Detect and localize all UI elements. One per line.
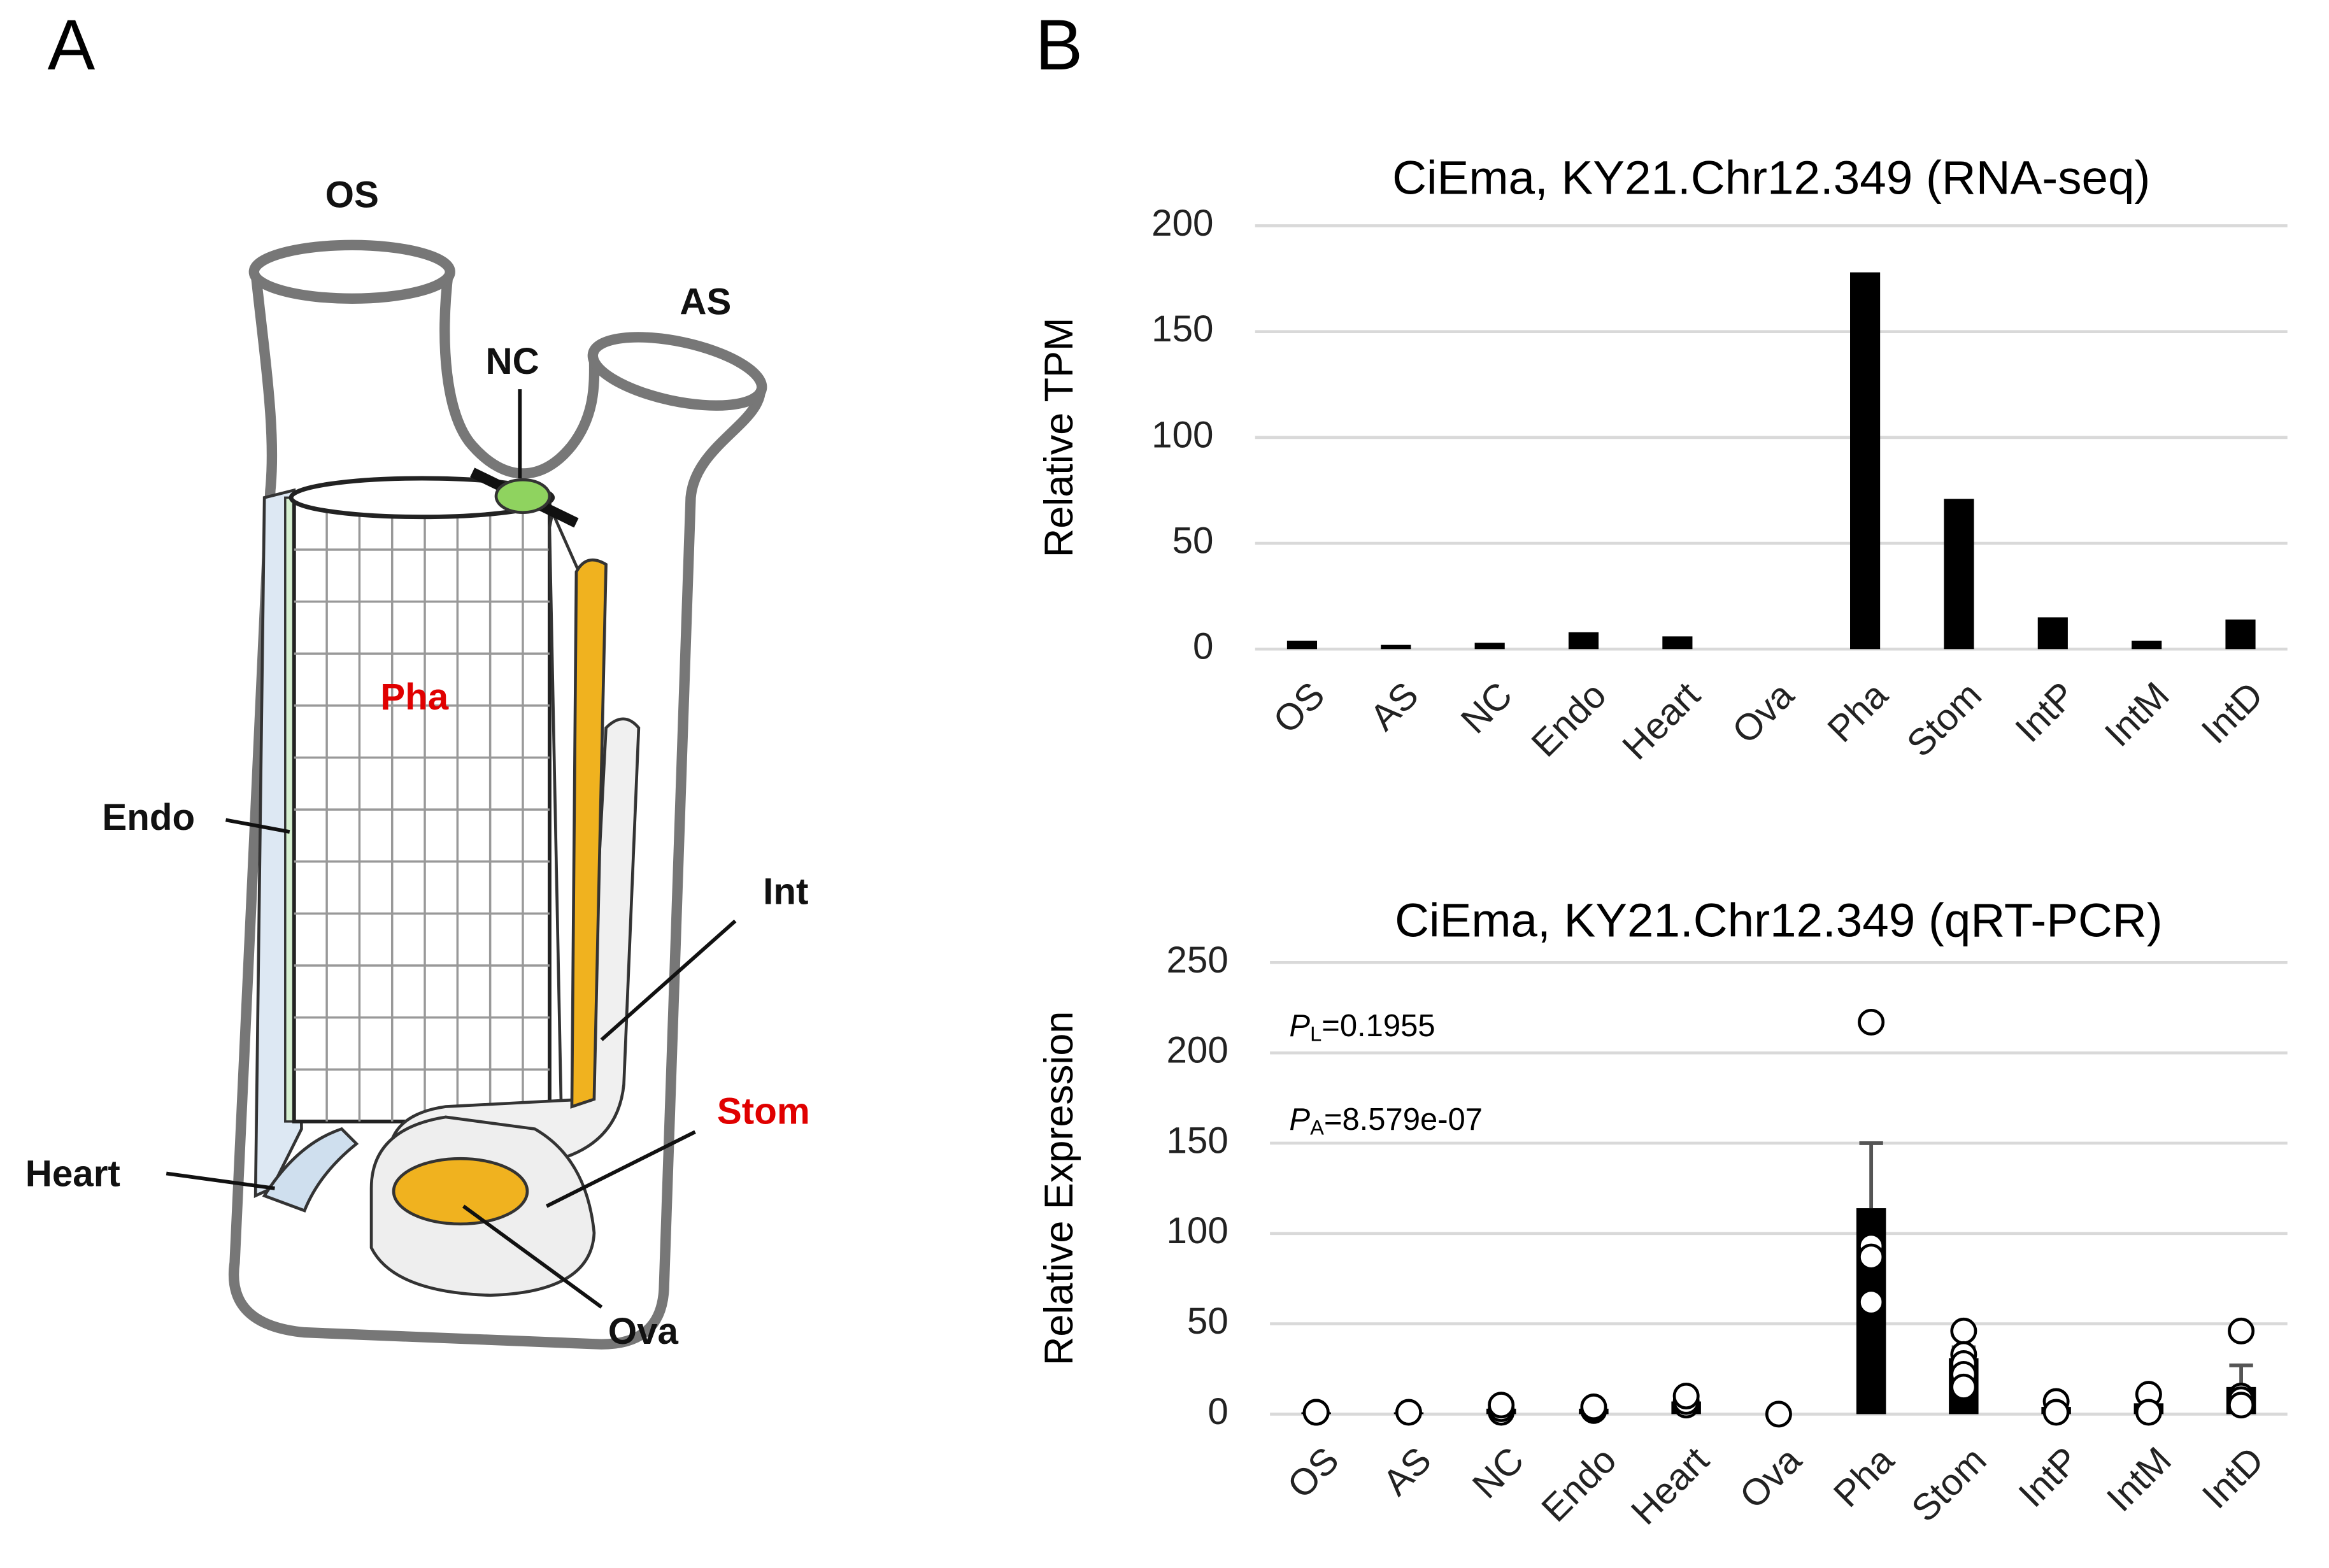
y-tick-label: 150: [1151, 308, 1213, 350]
data-point: [1858, 1288, 1885, 1316]
bar: [2225, 619, 2256, 650]
bar: [1381, 645, 1411, 650]
diagram-label: Stom: [717, 1091, 810, 1132]
panel-label: B: [1036, 5, 1083, 85]
y-tick-label: 100: [1167, 1210, 1229, 1251]
bar: [2132, 640, 2162, 650]
pharynx-top: [288, 476, 555, 520]
y-tick-label: 50: [1187, 1301, 1229, 1342]
data-point: [1302, 1399, 1330, 1426]
diagram-label: NC: [486, 341, 539, 382]
heart: [262, 1127, 359, 1213]
x-tick-label: Ova: [1732, 1439, 1809, 1516]
y-tick-label: 0: [1207, 1391, 1228, 1432]
ovary: [392, 1157, 529, 1226]
x-tick-label: OS: [1279, 1439, 1347, 1507]
bar: [1850, 272, 1881, 650]
y-tick-label: 50: [1172, 520, 1214, 561]
annotation: PL=0.1955: [1289, 1009, 1435, 1045]
annotation: PA=8.579e-07: [1289, 1102, 1483, 1139]
x-tick-label: IntM: [2097, 674, 2177, 755]
data-point: [2135, 1399, 2162, 1426]
x-tick-label: AS: [1375, 1439, 1439, 1504]
panel-label: A: [48, 5, 96, 85]
x-tick-label: IntP: [2007, 674, 2083, 750]
leader-line: [166, 1171, 275, 1190]
y-tick-label: 0: [1193, 626, 1213, 667]
leader-line: [225, 818, 290, 834]
neural-complex: [494, 478, 552, 514]
x-tick-label: AS: [1362, 674, 1427, 739]
x-tick-label: Endo: [1534, 1439, 1624, 1530]
bar: [1286, 640, 1318, 650]
x-tick-label: Stom: [1899, 674, 1990, 765]
x-tick-label: OS: [1265, 674, 1333, 742]
diagram-label: Ova: [608, 1311, 679, 1352]
x-tick-label: Pha: [1820, 674, 1896, 750]
diagram-label: Endo: [102, 797, 195, 838]
y-tick-label: 200: [1167, 1030, 1229, 1071]
bar: [1944, 499, 1974, 650]
leader-line: [600, 919, 737, 1041]
diagram-label: AS: [680, 282, 731, 323]
y-axis-label: Relative Expression: [1037, 1011, 1081, 1365]
x-tick-label: Stom: [1904, 1439, 1994, 1530]
data-point: [2228, 1392, 2255, 1419]
x-tick-label: Ova: [1725, 674, 1802, 752]
bar: [1568, 632, 1599, 650]
x-tick-label: IntD: [2194, 674, 2272, 752]
annotation-symbol: P: [1289, 1009, 1310, 1043]
y-tick-label: 200: [1151, 203, 1213, 244]
x-tick-label: NC: [1465, 1439, 1532, 1507]
data-point: [1950, 1317, 1977, 1344]
diagram-label: Int: [763, 871, 808, 912]
x-tick-label: IntP: [2011, 1439, 2086, 1515]
x-tick-label: Heart: [1614, 674, 1708, 768]
data-point: [1580, 1393, 1607, 1421]
annotation-subscript: L: [1310, 1022, 1321, 1045]
diagram: OS AS NC Pha Endo Int Stom Heart Ova: [25, 175, 810, 1352]
x-tick-label: IntM: [2099, 1439, 2179, 1520]
bar: [1474, 643, 1505, 650]
diagram-label: Pha: [380, 676, 448, 718]
data-point: [1765, 1401, 1792, 1428]
y-axis-label: Relative TPM: [1037, 317, 1081, 557]
y-tick-label: 100: [1151, 414, 1213, 455]
pharynx-grid: [294, 497, 550, 1122]
diagram-label: Heart: [25, 1153, 120, 1195]
leader-line: [545, 1130, 696, 1208]
chart-title: CiEma, KY21.Chr12.349 (qRT-PCR): [1395, 893, 2163, 946]
diagram-label: OS: [325, 175, 379, 216]
data-point: [1395, 1399, 1422, 1426]
bar: [1662, 636, 1693, 650]
x-tick-label: NC: [1453, 674, 1521, 742]
y-tick-label: 250: [1167, 939, 1229, 981]
x-tick-label: IntD: [2195, 1439, 2272, 1517]
leader-line: [462, 1204, 603, 1309]
data-point: [1672, 1383, 1700, 1410]
gonoduct: [570, 558, 608, 1109]
data-point: [2042, 1399, 2070, 1426]
annotation-symbol: P: [1289, 1102, 1310, 1137]
bar: [2037, 617, 2068, 650]
as-siphon: [587, 332, 767, 411]
x-tick-label: Endo: [1523, 674, 1614, 765]
data-point: [1858, 1243, 1885, 1271]
data-point: [2228, 1317, 2255, 1344]
chart-title: CiEma, KY21.Chr12.349 (RNA-seq): [1392, 150, 2150, 204]
data-point: [1858, 1008, 1885, 1036]
data-point: [1488, 1392, 1515, 1419]
y-tick-label: 150: [1167, 1120, 1229, 1161]
data-point: [1950, 1373, 1977, 1401]
annotation-subscript: A: [1310, 1115, 1324, 1139]
os-siphon: [248, 239, 455, 304]
x-tick-label: Heart: [1623, 1439, 1717, 1533]
body-outline: [229, 269, 766, 1350]
annotation-text: =0.1955: [1321, 1009, 1435, 1043]
annotation-text: =8.579e-07: [1324, 1102, 1483, 1137]
x-tick-label: Pha: [1826, 1439, 1902, 1515]
